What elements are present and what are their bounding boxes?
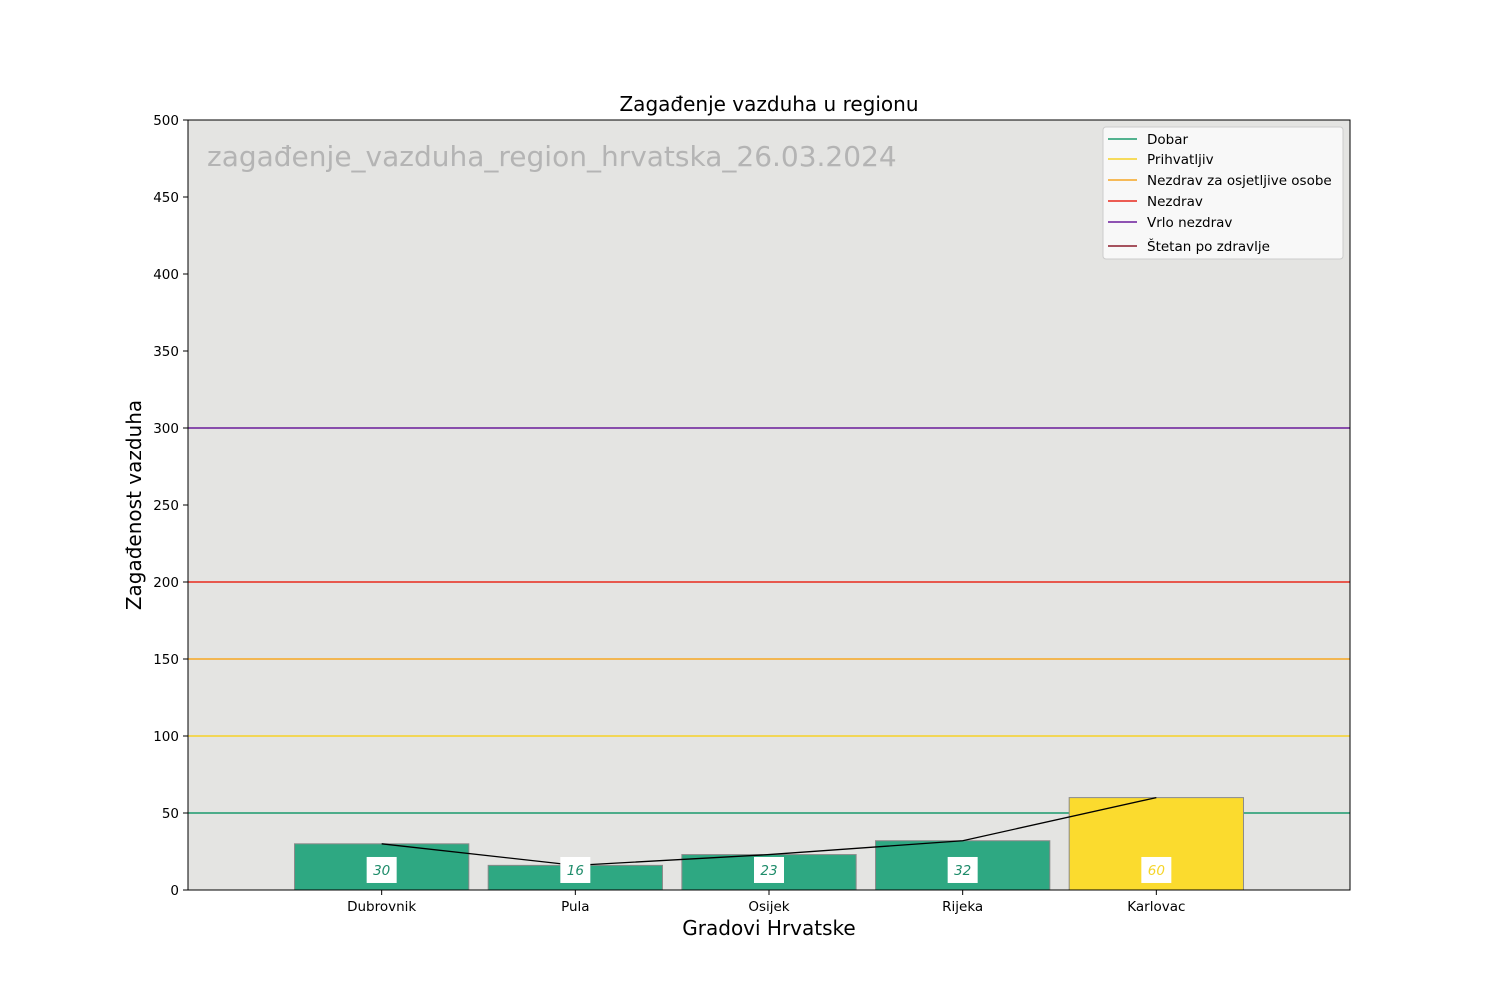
x-tick-label: Karlovac	[1127, 899, 1185, 915]
bar-labels: 30 16 23 32 60	[366, 856, 1172, 883]
x-axis-ticks: Dubrovnik Pula Osijek Rijeka Karlovac	[347, 890, 1185, 915]
bar-label-1: 16	[567, 863, 584, 879]
y-tick-label: 0	[170, 883, 179, 899]
y-tick-label: 100	[153, 729, 179, 745]
x-axis-label: Gradovi Hrvatske	[682, 916, 855, 940]
y-tick-label: 200	[153, 575, 179, 591]
legend-items: Dobar Prihvatljiv Nezdrav za osjetljive os…	[1108, 132, 1332, 255]
bar-label-2: 23	[760, 863, 777, 879]
bar-label-box-2	[754, 856, 784, 883]
legend-label-0: Dobar	[1147, 132, 1188, 148]
y-axis-label: Zagađenost vazduha	[122, 400, 146, 610]
y-axis-ticks: 0 50 100 150 200 250 300 350 400 450 500	[153, 113, 188, 899]
legend-box	[1102, 126, 1344, 260]
bar-label-box-0	[366, 856, 397, 883]
y-tick-label: 500	[153, 113, 179, 129]
trend-line	[381, 796, 1157, 867]
y-tick-label: 350	[153, 344, 179, 360]
legend-label-4: Vrlo nezdrav	[1147, 215, 1232, 231]
legend-label-3: Nezdrav	[1147, 194, 1203, 210]
y-tick-label: 50	[162, 806, 179, 822]
x-tick-label: Osijek	[748, 899, 789, 915]
legend-label-1: Prihvatljiv	[1147, 152, 1214, 168]
y-tick-label: 150	[153, 652, 179, 668]
bar-label-0: 30	[373, 863, 390, 879]
x-tick-label: Dubrovnik	[347, 899, 416, 915]
watermark-text: zagađenje_vazduha_region_hrvatska_26.03.…	[207, 140, 897, 173]
x-tick-label: Rijeka	[942, 899, 983, 915]
legend-label-5: Štetan po zdravlje	[1147, 237, 1270, 255]
legend-label-2: Nezdrav za osjetljive osobe	[1147, 173, 1332, 189]
chart-title: Zagađenje vazduha u regionu	[619, 92, 918, 116]
bar-label-box-4	[1141, 856, 1172, 883]
y-tick-label: 250	[153, 498, 179, 514]
bar-label-box-3	[947, 856, 978, 883]
legend: Dobar Prihvatljiv Nezdrav za osjetljive os…	[1102, 126, 1344, 260]
bar-label-3: 32	[954, 863, 971, 879]
trend-line-group	[381, 796, 1157, 867]
bar-label-box-1	[560, 856, 591, 883]
y-tick-label: 300	[153, 421, 179, 437]
y-tick-label: 450	[153, 190, 179, 206]
bar-label-4: 60	[1148, 863, 1165, 879]
y-tick-label: 400	[153, 267, 179, 283]
x-tick-label: Pula	[561, 899, 589, 915]
